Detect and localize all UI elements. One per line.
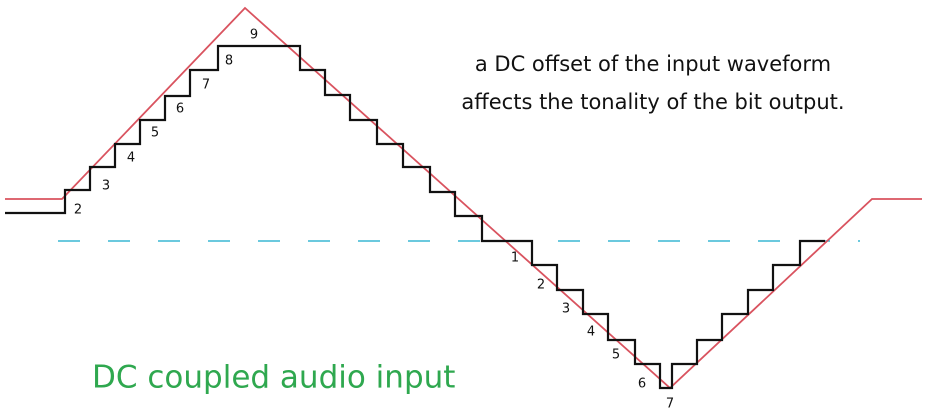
step-label: 9 [250,28,258,43]
step-label: 4 [127,151,135,166]
step-label: 1 [511,251,519,266]
step-label: 3 [102,179,110,194]
caption: DC coupled audio input [92,360,455,396]
step-label: 4 [587,325,595,340]
step-label: 5 [151,126,159,141]
bit-output [5,44,825,390]
step-label: 2 [537,278,545,293]
annotation-line: a DC offset of the input waveform [475,52,831,76]
annotation-line: affects the tonality of the bit output. [461,90,844,114]
step-label: 6 [176,102,184,117]
input-waveform [5,6,922,390]
step-label: 7 [202,78,210,93]
step-label: 6 [638,377,646,392]
step-label: 5 [612,348,620,363]
step-label: 8 [225,54,233,69]
step-label: 2 [74,203,82,218]
step-label: 3 [562,302,570,317]
step-label: 7 [666,397,674,412]
